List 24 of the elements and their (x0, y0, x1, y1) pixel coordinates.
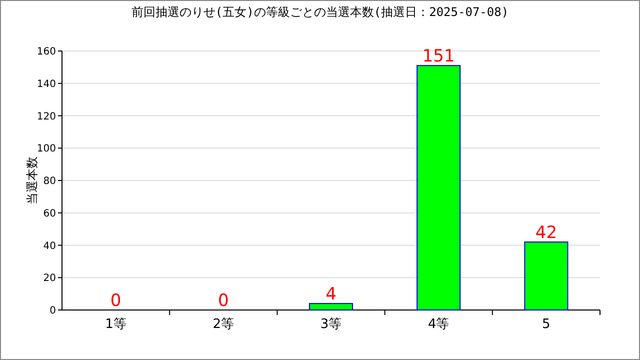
bar (524, 242, 568, 310)
bar (308, 303, 354, 310)
x-tick-label: 3等 (320, 317, 342, 332)
data-label: 4 (326, 284, 336, 305)
y-tick-label: 20 (43, 273, 56, 284)
x-tick-label: 4等 (428, 317, 450, 332)
chart-title: 前回抽選のりせ(五女)の等級ごとの当選本数(抽選日：2025-07-08) (131, 5, 509, 19)
x-tick-label: 5 (542, 317, 550, 332)
data-label: 0 (110, 291, 122, 311)
y-tick-label: 140 (36, 78, 56, 90)
bar (416, 65, 461, 310)
y-tick-label: 100 (36, 144, 56, 155)
data-label: 0 (218, 291, 229, 311)
y-tick-label: 160 (36, 46, 56, 58)
y-tick-label: 60 (43, 208, 56, 220)
data-label: 151 (422, 46, 455, 67)
data-label: 42 (535, 223, 558, 244)
y-tick-label: 40 (43, 240, 56, 252)
y-tick-label: 0 (50, 306, 56, 316)
y-tick-label: 120 (36, 111, 56, 122)
y-axis-title: 当選本数 (25, 156, 39, 204)
x-tick-label: 1等 (105, 317, 126, 332)
x-tick-label: 2等 (212, 317, 234, 332)
y-tick-label: 80 (43, 176, 56, 187)
